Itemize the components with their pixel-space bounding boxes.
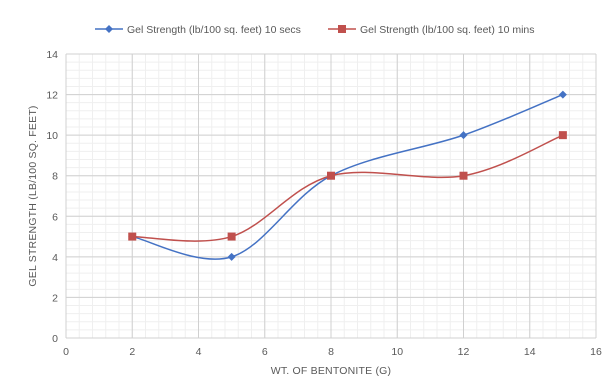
legend-marker-series-1 — [105, 25, 113, 33]
y-axis-title: GEL STRENGTH (LB/100 SQ. FEET) — [27, 105, 39, 286]
x-tick-label: 6 — [262, 346, 268, 358]
legend: Gel Strength (lb/100 sq. feet) 10 secs G… — [95, 24, 535, 36]
x-axis-tick-labels: 0 2 4 6 8 10 12 14 16 — [63, 346, 602, 358]
x-tick-label: 10 — [391, 346, 403, 358]
data-point-series-2 — [558, 131, 567, 140]
y-tick-label: 10 — [46, 130, 58, 142]
x-tick-label: 8 — [328, 346, 334, 358]
data-point-series-2 — [227, 232, 236, 241]
series-markers — [128, 90, 567, 261]
y-tick-label: 8 — [52, 171, 58, 183]
y-tick-label: 2 — [52, 292, 58, 304]
legend-label-series-1: Gel Strength (lb/100 sq. feet) 10 secs — [127, 24, 301, 36]
x-tick-label: 12 — [458, 346, 470, 358]
data-point-series-2 — [327, 171, 335, 180]
data-point-series-1 — [459, 131, 468, 140]
legend-marker-series-2 — [338, 25, 346, 33]
x-tick-label: 14 — [524, 346, 536, 358]
x-tick-label: 4 — [196, 346, 202, 358]
data-point-series-1 — [227, 252, 236, 261]
y-tick-label: 12 — [46, 90, 58, 102]
y-tick-label: 0 — [52, 333, 58, 345]
x-tick-label: 16 — [590, 346, 602, 358]
y-axis-tick-labels: 0 2 4 6 8 10 12 14 — [46, 49, 58, 345]
y-tick-label: 4 — [52, 252, 58, 264]
x-axis-title: WT. OF BENTONITE (G) — [271, 365, 391, 377]
data-point-series-1 — [558, 90, 567, 99]
legend-item-series-2: Gel Strength (lb/100 sq. feet) 10 mins — [328, 24, 535, 36]
x-tick-label: 2 — [129, 346, 135, 358]
legend-item-series-1: Gel Strength (lb/100 sq. feet) 10 secs — [95, 24, 301, 36]
y-tick-label: 14 — [46, 49, 58, 61]
data-point-series-2 — [128, 232, 137, 241]
legend-label-series-2: Gel Strength (lb/100 sq. feet) 10 mins — [360, 24, 535, 36]
x-tick-label: 0 — [63, 346, 69, 358]
y-tick-label: 6 — [52, 211, 58, 223]
data-point-series-2 — [459, 171, 468, 180]
